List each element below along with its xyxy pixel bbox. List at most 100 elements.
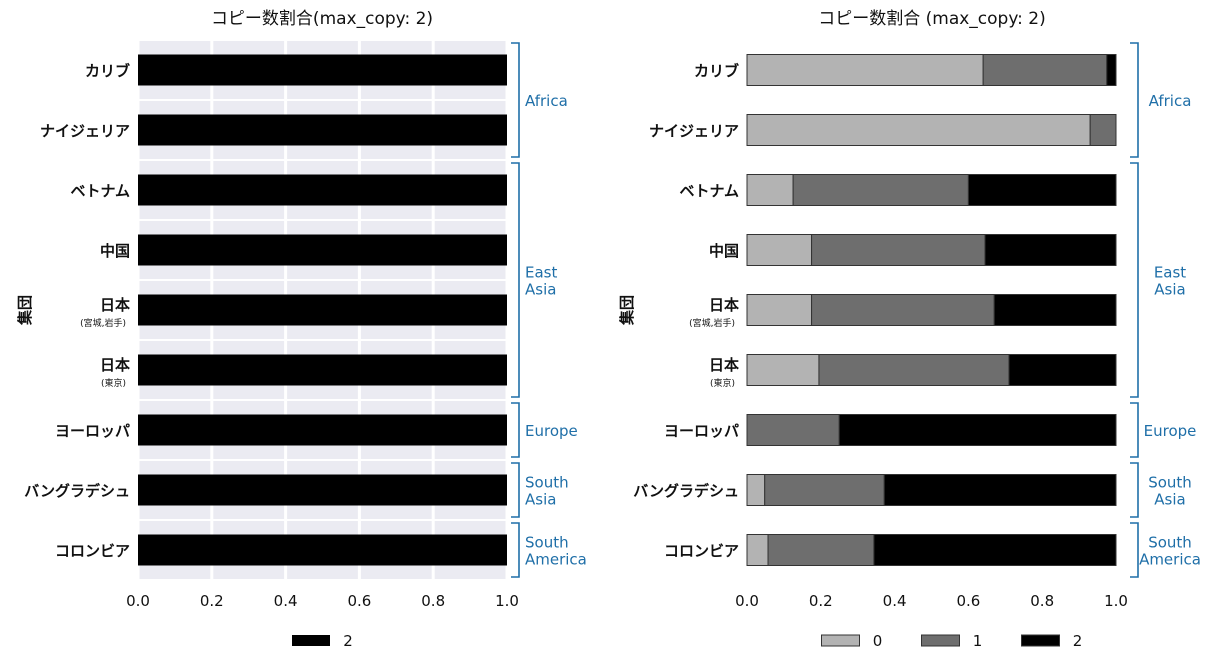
category-label: ベトナム: [70, 182, 130, 200]
category-label: コロンビア: [55, 542, 130, 560]
x-tick-label: 0.4: [274, 592, 298, 610]
bar-series-1-row-5: [818, 354, 1010, 386]
bar-series-2-row-6: [138, 414, 507, 446]
bar-series-2-row-4: [138, 294, 507, 326]
bar-series-0-row-8: [746, 534, 769, 566]
bar-series-2-row-7: [883, 474, 1117, 506]
region-bracket: [1130, 522, 1139, 578]
category-label: 日本: [100, 296, 130, 314]
bar-series-1-row-4: [811, 294, 995, 326]
legend-label: 2: [1073, 632, 1083, 650]
bar-series-0-row-2: [746, 174, 794, 206]
region-bracket: [511, 42, 520, 158]
region-bracket: [1130, 462, 1139, 518]
region-bracket: [1130, 42, 1139, 158]
region-label: Asia: [525, 281, 556, 299]
bar-series-2-row-0: [1106, 54, 1117, 86]
y-axis-label: 集団: [16, 295, 34, 326]
y-axis-label: 集団: [618, 295, 636, 326]
region-label: East: [525, 264, 557, 282]
bar-series-2-row-6: [838, 414, 1117, 446]
bar-series-1-row-3: [811, 234, 986, 266]
bar-series-1-row-1: [1089, 114, 1117, 146]
category-label: ヨーロッパ: [55, 422, 130, 440]
chart-title: コピー数割合(max_copy: 2): [211, 9, 433, 29]
category-sublabel: (宮城,岩手): [80, 317, 126, 329]
category-sublabel: (東京): [710, 377, 735, 389]
bar-series-2-row-1: [138, 114, 507, 146]
x-tick-label: 0.4: [883, 592, 907, 610]
bar-series-0-row-0: [746, 54, 984, 86]
region-label: Asia: [525, 491, 556, 509]
category-label: 中国: [709, 242, 739, 260]
category-label: カリブ: [694, 62, 739, 80]
category-label: バングラデシュ: [24, 482, 130, 500]
bar-series-0-row-4: [746, 294, 813, 326]
category-sublabel: (宮城,岩手): [689, 317, 735, 329]
category-label: カリブ: [85, 62, 130, 80]
region-label: Africa: [1149, 92, 1192, 110]
x-tick-label: 0.2: [200, 592, 224, 610]
region-label: Europe: [525, 422, 578, 440]
legend-swatch-2: [1021, 634, 1060, 647]
category-label: 日本: [709, 356, 739, 374]
chart-title: コピー数割合 (max_copy: 2): [818, 9, 1046, 29]
x-tick-label: 1.0: [1104, 592, 1128, 610]
legend-label: 2: [343, 632, 353, 650]
category-sublabel: (東京): [101, 377, 126, 389]
region-label: South: [1148, 534, 1192, 552]
region-label: Africa: [525, 92, 568, 110]
bar-series-2-row-5: [138, 354, 507, 386]
region-bracket: [1130, 162, 1139, 398]
bar-series-0-row-5: [746, 354, 820, 386]
x-tick-label: 0.6: [956, 592, 980, 610]
bar-series-1-row-8: [767, 534, 875, 566]
bar-series-1-row-7: [764, 474, 885, 506]
category-label: コロンビア: [664, 542, 739, 560]
category-label: 中国: [100, 242, 130, 260]
region-bracket: [511, 462, 520, 518]
region-label: America: [1139, 551, 1201, 569]
bar-series-2-row-2: [138, 174, 507, 206]
legend-label: 0: [873, 632, 883, 650]
region-bracket: [511, 162, 520, 398]
region-bracket: [511, 522, 520, 578]
bar-series-2-row-8: [138, 534, 507, 566]
category-label: ヨーロッパ: [664, 422, 739, 440]
category-label: ナイジェリア: [40, 122, 130, 140]
region-label: America: [525, 551, 587, 569]
bar-series-1-row-6: [746, 414, 840, 446]
x-tick-label: 0.8: [1030, 592, 1054, 610]
legend-swatch-0: [821, 634, 860, 647]
bar-series-2-row-4: [993, 294, 1117, 326]
category-label: ベトナム: [679, 182, 739, 200]
bar-series-0-row-3: [746, 234, 813, 266]
x-tick-label: 1.0: [495, 592, 519, 610]
region-bracket: [511, 402, 520, 458]
bar-series-2-row-8: [873, 534, 1117, 566]
x-tick-label: 0.6: [347, 592, 371, 610]
region-bracket: [1130, 402, 1139, 458]
region-label: South: [525, 474, 569, 492]
region-label: South: [1148, 474, 1192, 492]
bar-series-2-row-7: [138, 474, 507, 506]
region-label: Asia: [1154, 491, 1185, 509]
bar-series-2-row-0: [138, 54, 507, 86]
bar-series-2-row-2: [967, 174, 1117, 206]
category-label: バングラデシュ: [633, 482, 739, 500]
bar-series-1-row-2: [792, 174, 969, 206]
bar-series-2-row-5: [1008, 354, 1117, 386]
legend-swatch-1: [921, 634, 960, 647]
x-tick-label: 0.2: [809, 592, 833, 610]
bar-series-0-row-1: [746, 114, 1091, 146]
region-label: East: [1154, 264, 1186, 282]
region-label: South: [525, 534, 569, 552]
bar-series-0-row-7: [746, 474, 766, 506]
bar-series-2-row-3: [984, 234, 1117, 266]
x-tick-label: 0.0: [126, 592, 150, 610]
category-label: ナイジェリア: [649, 122, 739, 140]
legend-swatch-2: [292, 635, 330, 646]
